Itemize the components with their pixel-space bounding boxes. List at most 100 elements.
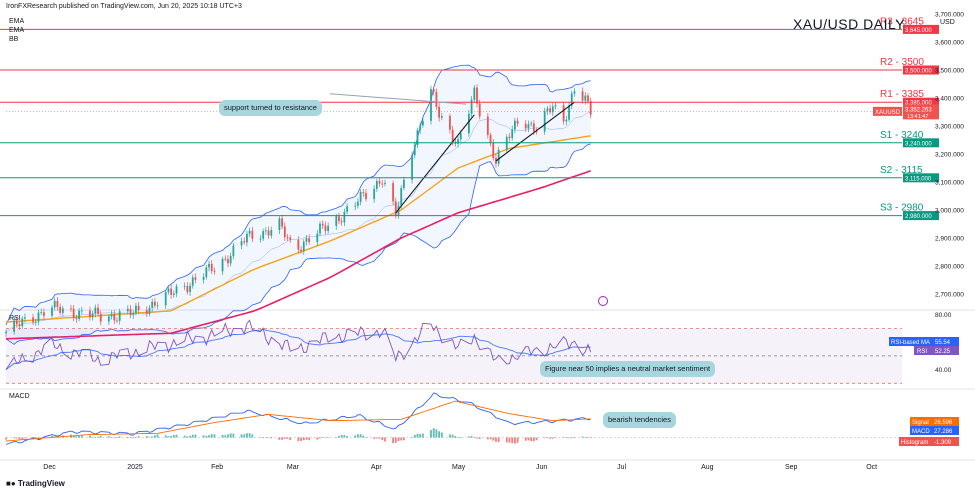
candle-body [59, 307, 61, 313]
candle-body [379, 181, 381, 184]
macd-histogram-bar [430, 430, 432, 437]
macd-histogram-bar [176, 435, 178, 438]
candle-body [205, 267, 207, 277]
macd-histogram-bar [419, 434, 421, 438]
candle-body [287, 237, 289, 238]
macd-histogram-bar [108, 436, 110, 437]
candle-body [490, 135, 492, 143]
candle-body [111, 314, 113, 317]
macd-histogram-bar [232, 434, 234, 438]
histogram-tag-label: Histogram [901, 440, 928, 446]
macd-histogram-bar [414, 435, 416, 438]
macd-histogram-bar [227, 434, 229, 437]
candle-body [544, 111, 546, 131]
candle-body [176, 286, 178, 293]
macd-histogram-bar [100, 436, 102, 438]
macd-histogram-bar [511, 438, 513, 444]
branding-text: TradingView [18, 479, 65, 488]
macd-histogram-bar [373, 438, 375, 439]
candle-body [514, 121, 516, 130]
candle-body [319, 224, 321, 234]
candle-body [165, 292, 167, 305]
macd-histogram-bar [454, 436, 456, 438]
candle-body [268, 230, 270, 235]
macd-histogram-bar [395, 438, 397, 443]
candle-body [325, 225, 327, 231]
signal-line [6, 401, 591, 441]
macd-histogram-bar [281, 438, 283, 440]
macd-histogram-bar [473, 437, 475, 438]
candle-body [430, 89, 432, 121]
macd-histogram-bar [251, 434, 253, 437]
candle-body [203, 277, 205, 280]
macd-histogram-bar [241, 434, 243, 437]
candle-body [506, 137, 508, 150]
macd-histogram-bar [506, 438, 508, 443]
candle-body [38, 313, 40, 322]
macd-histogram-bar [492, 438, 494, 441]
candle-body [308, 238, 310, 242]
rsi-tick-label: 80.00 [935, 312, 952, 319]
macd-histogram-bar [392, 438, 394, 444]
candle-body [195, 277, 197, 279]
candle-body [224, 259, 226, 260]
annotation-rsi-neutral: Figure near 50 implies a neutral market … [540, 361, 715, 377]
candle-body [81, 311, 83, 312]
level-tag-s2: 3,115.000 [905, 176, 932, 182]
candle-body [230, 256, 232, 263]
candle-body [97, 308, 99, 314]
macd-histogram-bar [119, 436, 121, 437]
macd-histogram-bar [300, 438, 302, 441]
macd-histogram-bar [584, 437, 586, 438]
candle-body [568, 106, 570, 120]
macd-histogram-bar [208, 435, 210, 437]
candle-body [113, 314, 115, 321]
candle-body [487, 116, 489, 135]
candle-body [116, 320, 118, 321]
rsi-tag-value: 52.25 [935, 349, 951, 355]
candle-body [130, 309, 132, 315]
rsi-ma-tag-label: RSI-based MA [891, 340, 930, 346]
macd-histogram-bar [479, 438, 481, 439]
candle-body [582, 91, 584, 100]
bb-legend[interactable]: BB [9, 36, 18, 43]
annotation-support-resistance: support turned to resistance [219, 100, 322, 116]
macd-histogram-bar [195, 435, 197, 438]
macd-histogram-bar [536, 438, 538, 441]
price-tick-label: 3,300.000 [935, 124, 964, 131]
candle-body [411, 155, 413, 180]
candle-body [316, 234, 318, 242]
candle-body [40, 312, 42, 313]
macd-histogram-bar [306, 438, 308, 440]
macd-histogram-bar [471, 436, 473, 437]
candle-body [262, 231, 264, 239]
macd-histogram-bar [517, 438, 519, 443]
macd-histogram-bar [262, 438, 264, 439]
candle-body [132, 313, 134, 315]
candle-body [154, 302, 156, 306]
candle-body [306, 238, 308, 242]
macd-histogram-bar [35, 437, 37, 438]
ema-slow-legend[interactable]: EMA [9, 27, 24, 34]
macd-histogram-bar [487, 438, 489, 440]
macd-histogram-bar [549, 438, 551, 439]
candle-body [511, 129, 513, 138]
tradingview-branding[interactable]: ■● TradingView [6, 479, 65, 488]
candle-body [574, 91, 576, 93]
candle-body [243, 241, 245, 242]
macd-histogram-bar [509, 438, 511, 443]
ema-fast-legend[interactable]: EMA [9, 18, 24, 25]
x-tick-label: Jul [617, 464, 626, 471]
macd-histogram-bar [357, 434, 359, 437]
macd-histogram-bar [398, 438, 400, 442]
macd-pane-title: MACD [9, 393, 30, 400]
candle-body [214, 271, 216, 272]
candle-body [265, 230, 267, 231]
candle-body [89, 311, 91, 318]
candle-body [297, 240, 299, 250]
candle-body [590, 101, 592, 115]
macd-histogram-bar [436, 429, 438, 437]
macd-histogram-bar [571, 438, 573, 439]
macd-histogram-bar [544, 438, 546, 439]
x-tick-label: 2025 [127, 464, 143, 471]
